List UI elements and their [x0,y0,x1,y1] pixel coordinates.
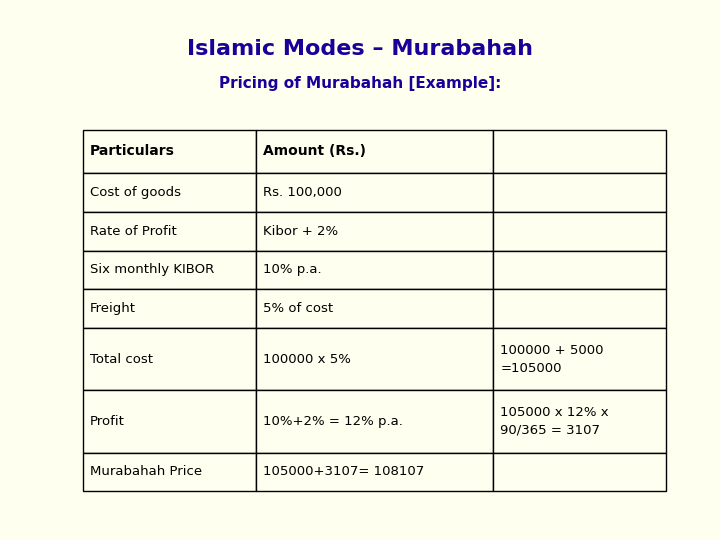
Text: Rate of Profit: Rate of Profit [90,225,176,238]
Text: Particulars: Particulars [90,144,175,158]
Text: Freight: Freight [90,302,136,315]
Text: Amount (Rs.): Amount (Rs.) [263,144,366,158]
Text: =105000: =105000 [500,361,562,375]
Text: Cost of goods: Cost of goods [90,186,181,199]
Text: Profit: Profit [90,415,125,428]
Text: 105000 x 12% x: 105000 x 12% x [500,406,609,420]
Text: 105000+3107= 108107: 105000+3107= 108107 [263,465,424,478]
Text: Total cost: Total cost [90,353,153,366]
Text: Murabahah Price: Murabahah Price [90,465,202,478]
Text: Pricing of Murabahah [Example]:: Pricing of Murabahah [Example]: [219,76,501,91]
Text: 90/365 = 3107: 90/365 = 3107 [500,423,600,437]
Text: 100000 + 5000: 100000 + 5000 [500,344,604,357]
Text: 10%+2% = 12% p.a.: 10%+2% = 12% p.a. [263,415,402,428]
Text: Six monthly KIBOR: Six monthly KIBOR [90,264,215,276]
Text: 10% p.a.: 10% p.a. [263,264,321,276]
Text: 5% of cost: 5% of cost [263,302,333,315]
Text: Islamic Modes – Murabahah: Islamic Modes – Murabahah [187,38,533,59]
Text: Rs. 100,000: Rs. 100,000 [263,186,342,199]
Text: Kibor + 2%: Kibor + 2% [263,225,338,238]
Text: 100000 x 5%: 100000 x 5% [263,353,351,366]
